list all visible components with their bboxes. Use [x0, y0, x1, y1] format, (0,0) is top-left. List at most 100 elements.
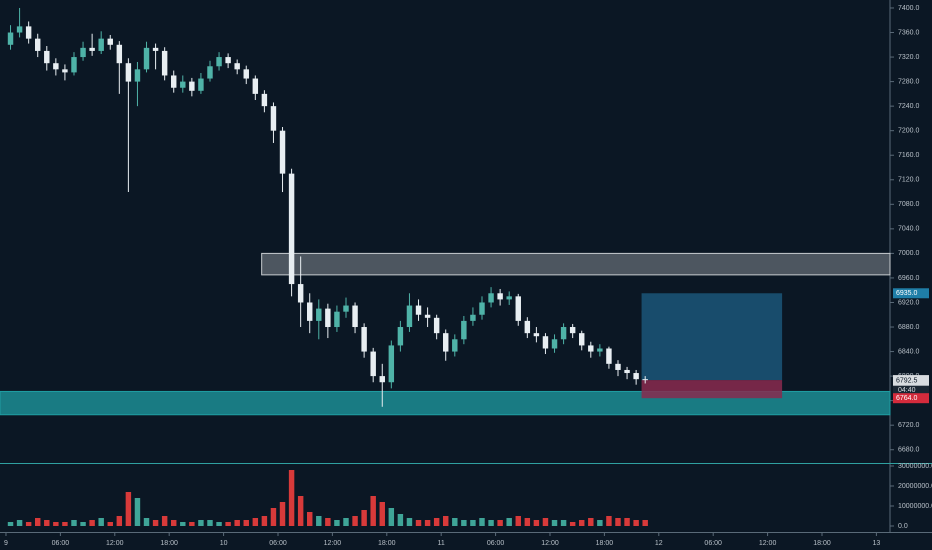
volume-bar — [207, 520, 213, 526]
volume-bar — [234, 520, 240, 526]
volume-bar — [107, 522, 113, 526]
volume-bar — [597, 520, 603, 526]
candle-body — [334, 311, 340, 328]
candle-body — [361, 327, 367, 352]
volume-bar — [497, 520, 503, 526]
candle-body — [479, 302, 485, 315]
volume-bar — [171, 520, 177, 526]
candle-body — [80, 47, 86, 58]
y-tick-label: 7240.0 — [898, 103, 920, 110]
volume-bar — [569, 522, 576, 526]
candle-body — [225, 57, 231, 64]
x-tick-label: 12:00 — [324, 540, 342, 547]
candle-body — [216, 57, 222, 67]
y-tick-label: 6720.0 — [898, 422, 920, 429]
price-label: 6764.0 — [896, 395, 918, 402]
candle-body — [171, 75, 177, 88]
volume-bar — [243, 520, 249, 526]
x-tick-label: 18:00 — [813, 540, 831, 547]
volume-bar — [34, 518, 41, 526]
countdown: 04:40 — [898, 387, 916, 394]
volume-bar — [98, 518, 104, 526]
volume-bar — [588, 518, 594, 526]
volume-bar — [506, 518, 512, 526]
y-tick-label: 6680.0 — [898, 447, 920, 454]
y-tick-label: 0.0 — [898, 523, 908, 530]
candle-body — [379, 376, 385, 383]
y-tick-label: 6960.0 — [898, 275, 920, 282]
y-tick-label: 30000000.0 — [898, 463, 932, 470]
candle-body — [569, 327, 576, 334]
profit-zone — [641, 293, 783, 381]
candle-body — [189, 81, 195, 91]
volume-bar — [379, 502, 385, 526]
volume-bar — [551, 520, 558, 526]
volume-bar — [488, 520, 494, 526]
candle-body — [397, 327, 404, 346]
volume-bar — [370, 496, 376, 526]
volume-bar — [125, 492, 132, 526]
candle-body — [71, 57, 77, 73]
x-tick-label: 11 — [438, 540, 445, 547]
price-label-bg — [893, 375, 929, 386]
volume-bar — [216, 522, 222, 526]
candle-body — [606, 348, 612, 364]
x-tick-label: 18:00 — [596, 540, 614, 547]
y-tick-label: 7160.0 — [898, 152, 920, 159]
volume-bar — [53, 522, 59, 526]
candle-body — [461, 320, 467, 340]
y-tick-label: 7280.0 — [898, 78, 920, 85]
y-tick-label: 7360.0 — [898, 29, 920, 36]
x-tick-label: 06:00 — [269, 540, 287, 547]
x-tick-label: 13 — [873, 540, 881, 547]
volume-bar — [615, 518, 621, 526]
volume-bar — [152, 520, 159, 526]
volume-bar — [307, 512, 313, 526]
price-label-bg — [893, 393, 929, 404]
candle-body — [107, 38, 113, 45]
volume-bar — [288, 470, 295, 526]
candle-body — [7, 32, 14, 45]
volume-bar — [316, 516, 322, 526]
x-tick-label: 12:00 — [106, 540, 124, 547]
candle-body — [515, 296, 521, 321]
volume-bar — [406, 518, 413, 526]
y-tick-label: 7080.0 — [898, 201, 920, 208]
candle-body — [470, 314, 476, 321]
volume-bar — [542, 518, 549, 526]
candle-body — [633, 373, 639, 380]
candle-body — [560, 327, 567, 340]
candle-body — [62, 69, 68, 73]
candle-body — [307, 302, 313, 321]
candle-body — [388, 345, 395, 383]
candle-body — [234, 63, 240, 70]
volume-bar — [433, 518, 440, 526]
volume-bar — [515, 516, 521, 526]
countdown-bg — [893, 385, 929, 396]
volume-bar — [343, 518, 349, 526]
volume-bar — [325, 518, 331, 526]
candle-body — [252, 78, 259, 94]
candle-body — [297, 284, 304, 303]
volume-bar — [533, 520, 540, 526]
volume-bar — [624, 518, 630, 526]
volume-bar — [479, 518, 485, 526]
volume-bar — [633, 520, 639, 526]
candle-body — [542, 336, 549, 349]
candle-body — [89, 47, 95, 51]
volume-bar — [579, 520, 585, 526]
price-label: 6792.5 — [896, 378, 918, 385]
candle-body — [524, 320, 531, 334]
x-tick-label: 9 — [4, 540, 8, 547]
candle-body — [615, 363, 621, 370]
candle-body — [207, 66, 213, 79]
y-tick-label: 7320.0 — [898, 54, 920, 61]
volume-bar — [62, 522, 68, 526]
x-tick-label: 06:00 — [704, 540, 722, 547]
candle-body — [98, 38, 104, 51]
volume-bar — [134, 498, 141, 526]
volume-bar — [44, 520, 50, 526]
candle-body — [506, 296, 512, 300]
volume-bar — [16, 520, 23, 526]
